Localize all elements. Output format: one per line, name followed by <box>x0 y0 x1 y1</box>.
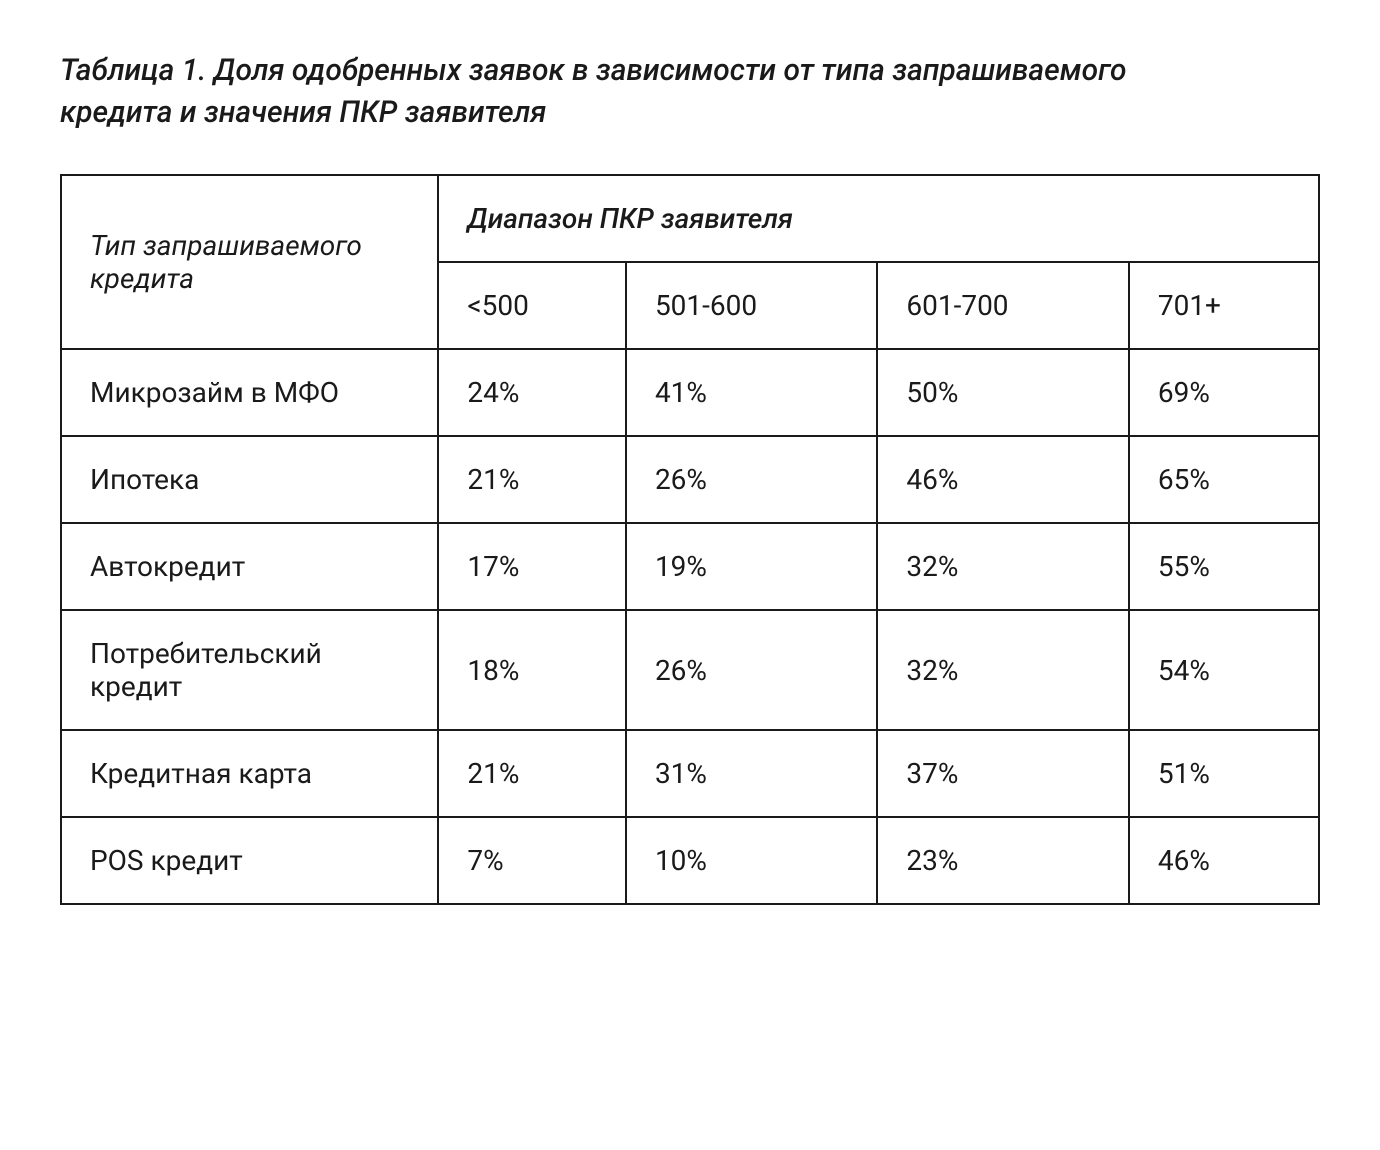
column-group-label: Диапазон ПКР заявителя <box>438 175 1319 262</box>
approval-table: Тип запрашиваемого кредита Диапазон ПКР … <box>60 174 1320 905</box>
column-header: 701+ <box>1129 262 1319 349</box>
table-row: Автокредит 17% 19% 32% 55% <box>61 523 1319 610</box>
data-cell: 24% <box>438 349 626 436</box>
data-cell: 65% <box>1129 436 1319 523</box>
row-label: Потребительский кредит <box>61 610 438 730</box>
data-cell: 41% <box>626 349 877 436</box>
column-header: <500 <box>438 262 626 349</box>
data-cell: 17% <box>438 523 626 610</box>
data-cell: 51% <box>1129 730 1319 817</box>
data-cell: 50% <box>877 349 1128 436</box>
column-header: 601-700 <box>877 262 1128 349</box>
table-caption: Таблица 1. Доля одобренных заявок в зави… <box>60 50 1160 134</box>
data-cell: 19% <box>626 523 877 610</box>
data-cell: 37% <box>877 730 1128 817</box>
data-cell: 32% <box>877 523 1128 610</box>
data-cell: 26% <box>626 436 877 523</box>
row-label: POS кредит <box>61 817 438 904</box>
data-cell: 21% <box>438 436 626 523</box>
data-cell: 18% <box>438 610 626 730</box>
column-header: 501-600 <box>626 262 877 349</box>
row-label: Кредитная карта <box>61 730 438 817</box>
table-row: POS кредит 7% 10% 23% 46% <box>61 817 1319 904</box>
row-header-label: Тип запрашиваемого кредита <box>61 175 438 349</box>
table-row: Микрозайм в МФО 24% 41% 50% 69% <box>61 349 1319 436</box>
table-row: Потребительский кредит 18% 26% 32% 54% <box>61 610 1319 730</box>
data-cell: 21% <box>438 730 626 817</box>
data-cell: 54% <box>1129 610 1319 730</box>
data-cell: 23% <box>877 817 1128 904</box>
data-cell: 55% <box>1129 523 1319 610</box>
data-cell: 46% <box>877 436 1128 523</box>
row-label: Микрозайм в МФО <box>61 349 438 436</box>
data-cell: 26% <box>626 610 877 730</box>
data-cell: 7% <box>438 817 626 904</box>
row-label: Ипотека <box>61 436 438 523</box>
data-cell: 46% <box>1129 817 1319 904</box>
table-row: Ипотека 21% 26% 46% 65% <box>61 436 1319 523</box>
data-cell: 31% <box>626 730 877 817</box>
table-row: Кредитная карта 21% 31% 37% 51% <box>61 730 1319 817</box>
row-label: Автокредит <box>61 523 438 610</box>
data-cell: 10% <box>626 817 877 904</box>
data-cell: 69% <box>1129 349 1319 436</box>
data-cell: 32% <box>877 610 1128 730</box>
